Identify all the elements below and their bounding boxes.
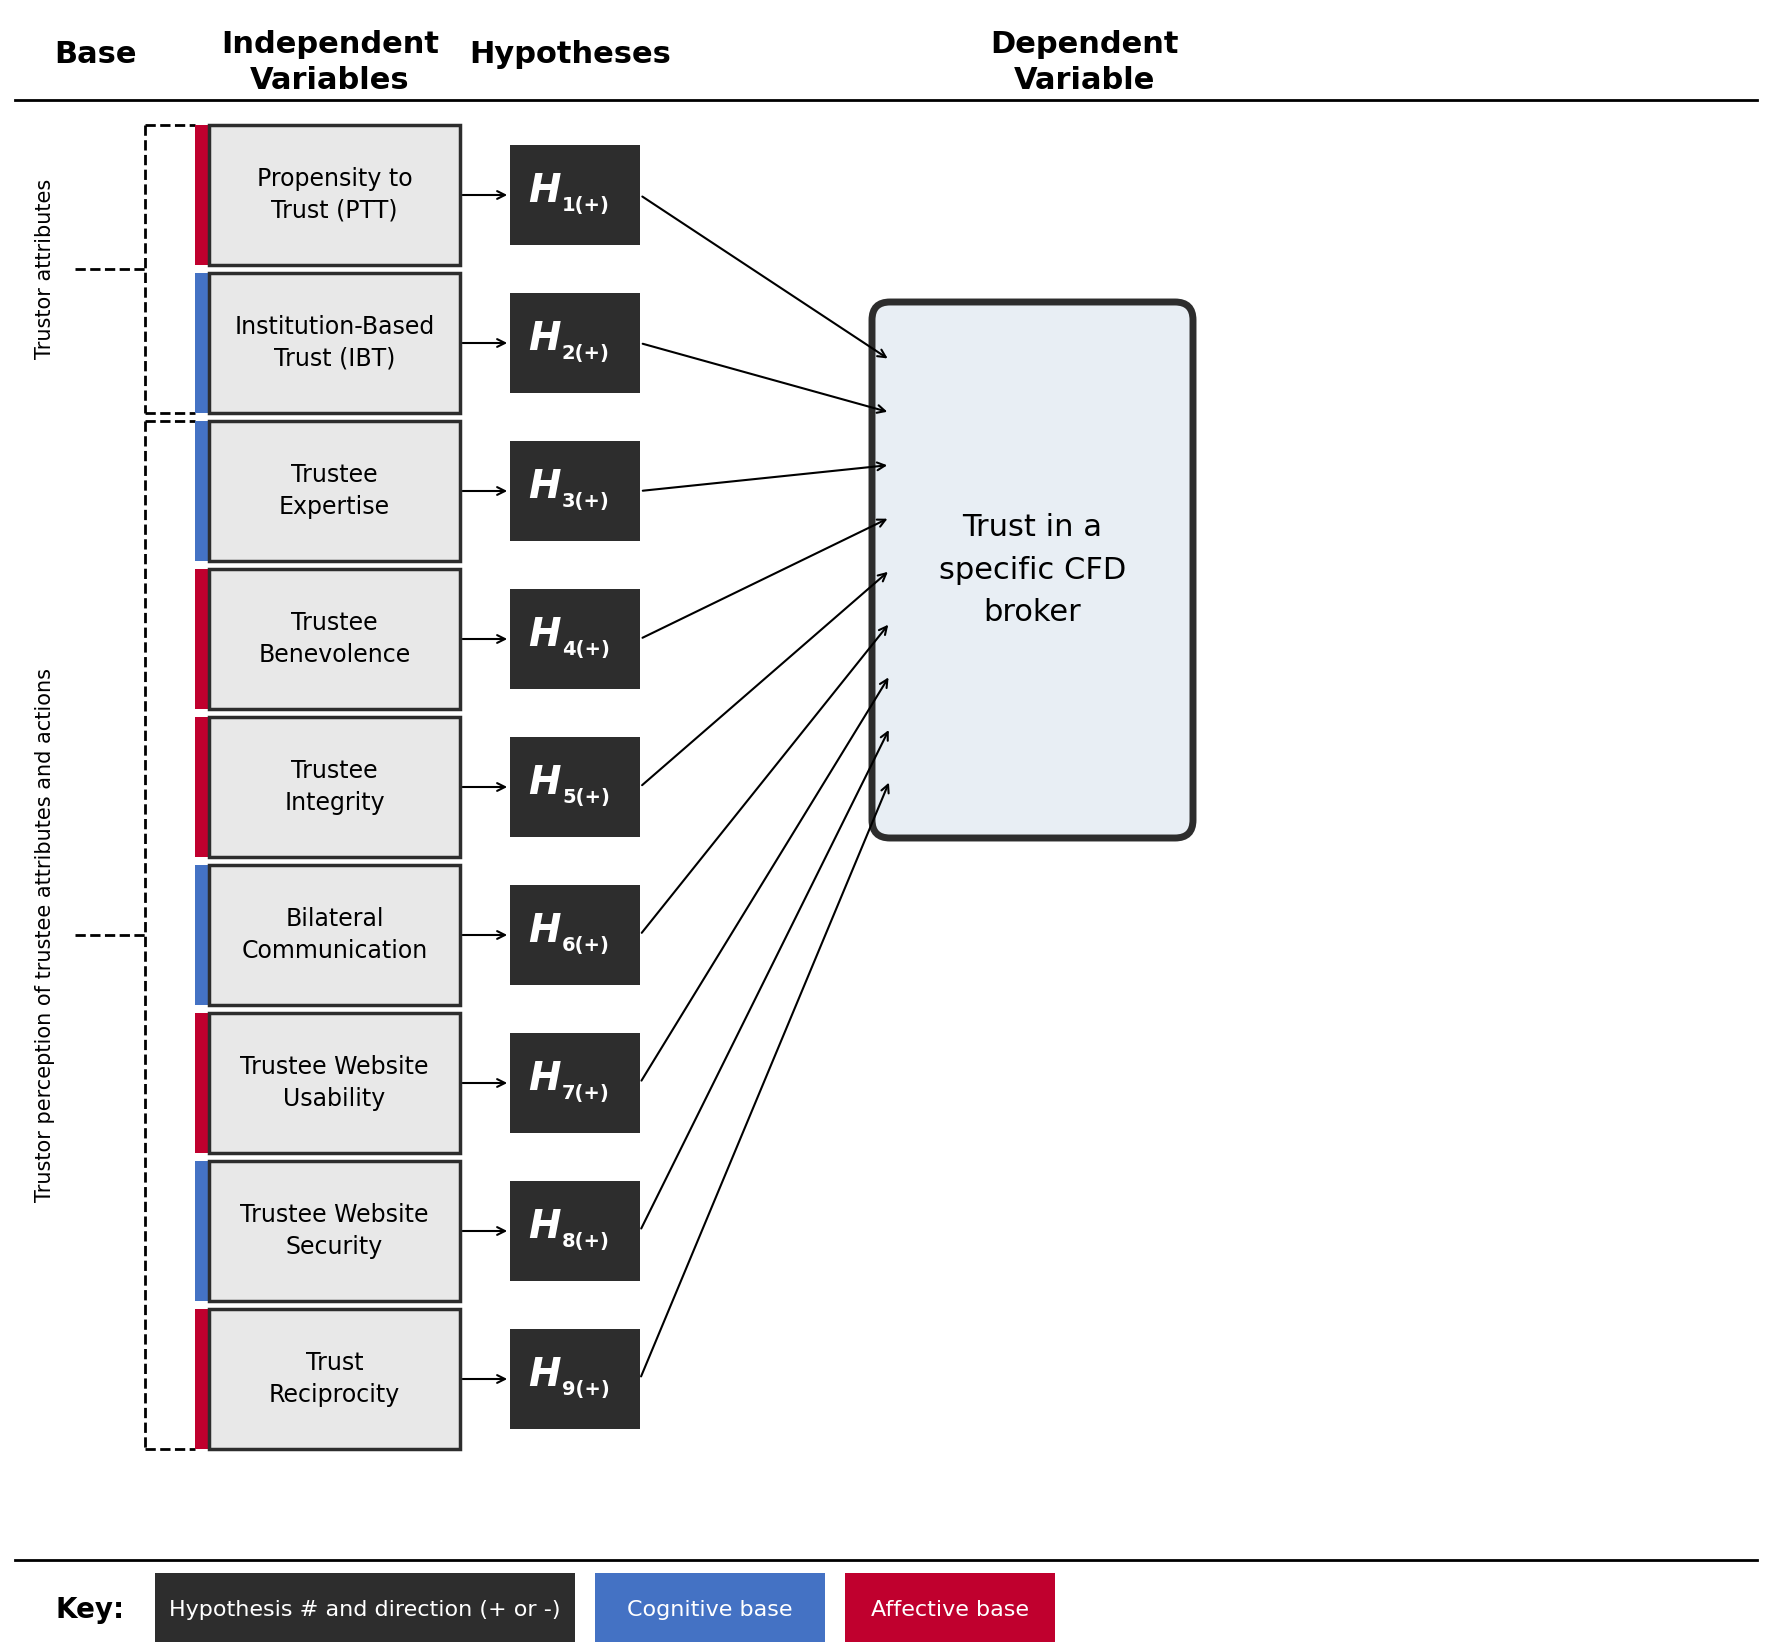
Bar	[510, 1328, 640, 1429]
Text: 6(+): 6(+)	[562, 936, 610, 954]
Text: Trustee
Expertise: Trustee Expertise	[278, 463, 390, 519]
Text: H: H	[528, 1061, 560, 1098]
Text: Independent
Variables: Independent Variables	[222, 30, 439, 95]
Text: Trustor perception of trustee attributes and actions: Trustor perception of trustee attributes…	[35, 668, 55, 1202]
Text: 1(+): 1(+)	[562, 195, 610, 215]
Bar	[595, 1573, 826, 1642]
Text: 7(+): 7(+)	[562, 1084, 610, 1102]
Bar	[209, 1161, 461, 1300]
Text: H: H	[528, 616, 560, 654]
Text: Trust in a
specific CFD
broker: Trust in a specific CFD broker	[939, 512, 1127, 627]
Text: 5(+): 5(+)	[562, 788, 610, 806]
Text: 2(+): 2(+)	[562, 343, 610, 363]
Text: 9(+): 9(+)	[562, 1379, 610, 1399]
Bar	[209, 273, 461, 414]
Text: H: H	[528, 1209, 560, 1246]
Text: Trustee Website
Usability: Trustee Website Usability	[241, 1056, 429, 1110]
Text: Institution-Based
Trust (IBT): Institution-Based Trust (IBT)	[234, 315, 434, 371]
Bar	[510, 144, 640, 245]
Text: H: H	[528, 1356, 560, 1394]
Bar	[195, 1013, 209, 1153]
Text: Key:: Key:	[55, 1596, 124, 1624]
Text: Trustee Website
Security: Trustee Website Security	[241, 1204, 429, 1259]
FancyBboxPatch shape	[872, 302, 1193, 837]
Bar	[195, 1161, 209, 1300]
Text: Affective base: Affective base	[872, 1599, 1030, 1621]
Text: Bilateral
Communication: Bilateral Communication	[241, 906, 427, 962]
Text: Trustor attributes: Trustor attributes	[35, 179, 55, 360]
Bar	[510, 885, 640, 985]
Bar	[195, 1309, 209, 1448]
Bar	[209, 1013, 461, 1153]
Text: Base: Base	[53, 39, 136, 69]
Bar	[510, 737, 640, 837]
Text: Hypotheses: Hypotheses	[470, 39, 672, 69]
Bar	[209, 1309, 461, 1448]
Text: Hypothesis # and direction (+ or -): Hypothesis # and direction (+ or -)	[170, 1599, 560, 1621]
Text: H: H	[528, 172, 560, 210]
Text: H: H	[528, 911, 560, 951]
Text: Trustee
Integrity: Trustee Integrity	[284, 759, 385, 814]
Bar	[845, 1573, 1054, 1642]
Text: 4(+): 4(+)	[562, 639, 610, 658]
Bar	[209, 125, 461, 264]
Text: Trustee
Benevolence: Trustee Benevolence	[259, 611, 411, 667]
Bar	[209, 420, 461, 562]
Text: H: H	[528, 468, 560, 506]
Text: H: H	[528, 320, 560, 358]
Text: H: H	[528, 764, 560, 801]
Text: Trust
Reciprocity: Trust Reciprocity	[269, 1351, 400, 1407]
Bar	[209, 718, 461, 857]
Bar	[195, 420, 209, 562]
Text: Cognitive base: Cognitive base	[627, 1599, 792, 1621]
Text: Dependent
Variable: Dependent Variable	[991, 30, 1178, 95]
Bar	[195, 125, 209, 264]
Bar	[154, 1573, 574, 1642]
Bar	[195, 865, 209, 1005]
Bar	[195, 273, 209, 414]
Text: 8(+): 8(+)	[562, 1232, 610, 1251]
Text: Propensity to
Trust (PTT): Propensity to Trust (PTT)	[257, 167, 413, 223]
Bar	[209, 865, 461, 1005]
Bar	[195, 718, 209, 857]
Bar	[510, 442, 640, 540]
Bar	[195, 570, 209, 709]
Text: 3(+): 3(+)	[562, 491, 610, 511]
Bar	[510, 1181, 640, 1281]
Bar	[510, 589, 640, 690]
Bar	[209, 570, 461, 709]
Bar	[510, 292, 640, 392]
Bar	[510, 1033, 640, 1133]
